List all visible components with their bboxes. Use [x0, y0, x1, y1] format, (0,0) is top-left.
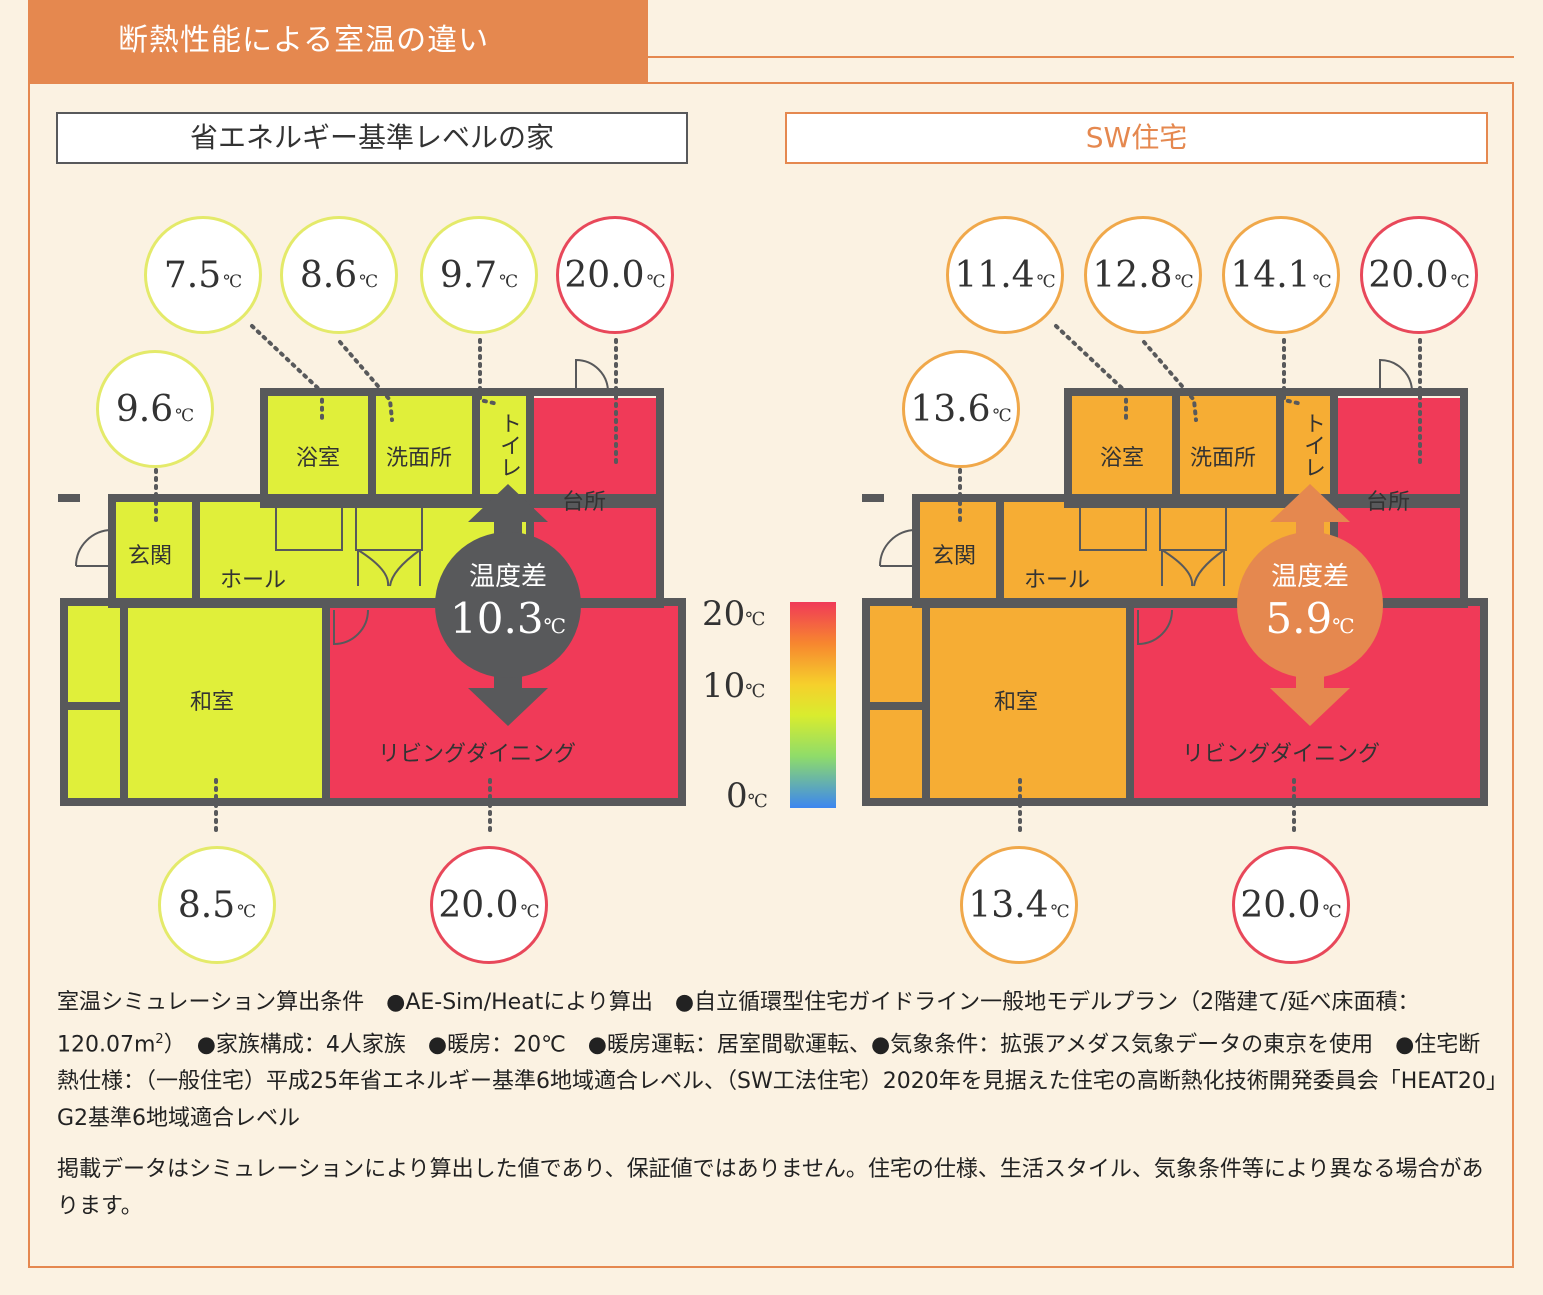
right-diff-arrow	[1237, 484, 1383, 726]
left-washitsu-temp: 8.5 ℃	[158, 846, 276, 964]
right-room-hall: ホール	[1024, 568, 1091, 593]
heading-sw-house: SW住宅	[785, 112, 1488, 164]
notes-disclaimer: 掲載データはシミュレーションにより算出した値であり、保証値ではありません。住宅の…	[57, 1157, 1484, 1220]
left-room-bath: 浴室	[296, 446, 341, 471]
scale-label-top: 20℃	[702, 594, 766, 634]
heading-standard-house: 省エネルギー基準レベルの家	[56, 112, 688, 164]
right-room-washitsu: 和室	[994, 690, 1039, 715]
right-diff-value: 5.9℃	[1265, 594, 1355, 643]
right-entrance-temp: 13.6 ℃	[902, 350, 1020, 468]
scale-label-bottom: 0℃	[726, 776, 768, 816]
left-diff-value: 10.3℃	[450, 594, 566, 643]
right-room-bath: 浴室	[1100, 446, 1145, 471]
left-kitchen-temp: 20.0 ℃	[556, 216, 674, 334]
page-title: 断熱性能による室温の違い	[28, 0, 648, 82]
left-entrance-temp: 9.6 ℃	[96, 350, 214, 468]
right-room-toilet: トイレ	[1300, 412, 1325, 478]
right-bath-temp: 11.4 ℃	[946, 216, 1064, 334]
right-kitchen-temp: 20.0 ℃	[1360, 216, 1478, 334]
notes-conditions: 室温シミュレーション算出条件 ●AE-Sim/Heatにより算出 ●自立循環型住…	[57, 990, 1497, 1132]
content-frame	[28, 82, 1514, 1268]
right-room-kitchen: 台所	[1366, 490, 1411, 515]
left-diff-label: 温度差	[468, 562, 547, 592]
left-upper-walls	[260, 388, 664, 508]
left-wash-temp: 8.6 ℃	[280, 216, 398, 334]
leader-lines	[154, 324, 1422, 838]
right-temp-difference: 温度差 5.9℃	[1237, 532, 1383, 678]
right-room-entrance: 玄関	[932, 544, 977, 569]
right-wash-temp: 12.8 ℃	[1084, 216, 1202, 334]
left-floor-plan	[58, 358, 686, 806]
left-room-kitchen: 台所	[562, 490, 607, 515]
left-diff-arrow	[435, 484, 581, 726]
left-room-toilet: トイレ	[496, 412, 521, 478]
right-toilet-area	[1288, 398, 1332, 500]
frame-top-line	[648, 56, 1514, 58]
right-living-temp: 20.0 ℃	[1232, 846, 1350, 964]
left-bath-temp: 7.5 ℃	[144, 216, 262, 334]
right-room-wash: 洗面所	[1190, 446, 1257, 471]
left-room-hall: ホール	[220, 568, 287, 593]
color-scale-bar	[790, 602, 836, 808]
simulation-notes: 室温シミュレーション算出条件 ●AE-Sim/Heatにより算出 ●自立循環型住…	[57, 984, 1497, 1225]
left-room-entrance: 玄関	[128, 544, 173, 569]
right-diff-label: 温度差	[1270, 562, 1349, 592]
right-room-living: リビングダイニング	[1182, 742, 1381, 767]
left-toilet-temp: 9.7 ℃	[420, 216, 538, 334]
right-washitsu-temp: 13.4 ℃	[960, 846, 1078, 964]
left-temp-difference: 温度差 10.3℃	[435, 532, 581, 678]
right-toilet-temp: 14.1 ℃	[1222, 216, 1340, 334]
left-toilet-area	[484, 398, 528, 500]
left-room-washitsu: 和室	[190, 690, 235, 715]
scale-label-mid: 10℃	[702, 666, 766, 706]
left-living-temp: 20.0 ℃	[430, 846, 548, 964]
left-room-living: リビングダイニング	[378, 742, 577, 767]
left-room-wash: 洗面所	[386, 446, 453, 471]
